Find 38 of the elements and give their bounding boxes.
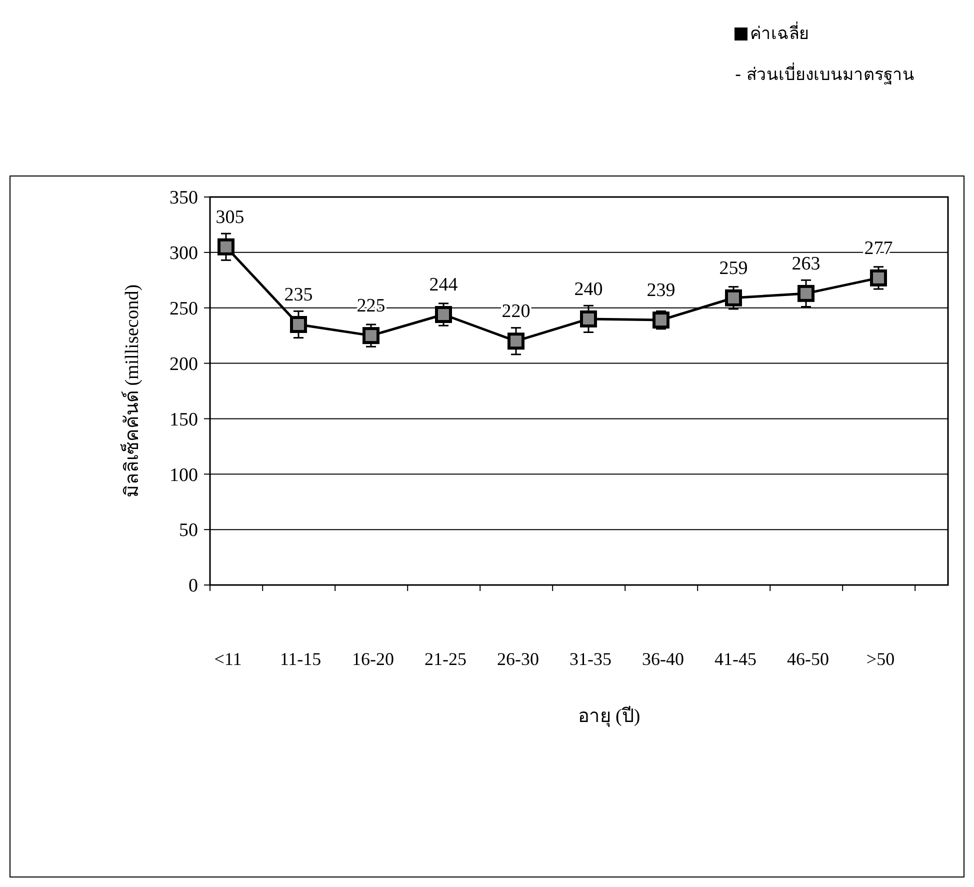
x-tick-label: 16-20 — [352, 649, 394, 669]
point — [218, 238, 234, 256]
data-label: 244 — [429, 274, 458, 296]
point — [725, 289, 742, 306]
y-tick-label: 150 — [170, 409, 198, 430]
x-tick-label: 36-40 — [642, 649, 684, 669]
text: - ส่วนเบี่ยงเบนมาตรฐาน — [735, 62, 915, 85]
x-tick-label: 26-30 — [497, 649, 539, 669]
y-tick-label: 0 — [188, 576, 198, 597]
x-tick-label: 11-15 — [280, 649, 322, 669]
point — [362, 327, 380, 344]
y-axis-title: มิลลิเซ็คคันด์ (millisecond) — [119, 284, 143, 498]
point — [435, 306, 452, 324]
x-tick-label: <11 — [214, 649, 242, 669]
point — [870, 269, 887, 286]
x-axis-title: อายุ (ปี) — [578, 705, 640, 728]
data-label: 263 — [792, 253, 820, 274]
data-label: 239 — [646, 280, 676, 302]
x-tick-label: 31-35 — [570, 649, 612, 669]
y-tick-label: 200 — [170, 354, 198, 375]
y-tick-label: 300 — [170, 243, 198, 264]
x-tick-label: 46-50 — [787, 649, 829, 669]
point — [798, 284, 814, 302]
point — [508, 332, 524, 350]
y-tick-label: 350 — [170, 188, 198, 209]
x-tick-label: >50 — [866, 649, 895, 669]
data-label: 259 — [719, 258, 748, 279]
y-tick-label: 50 — [179, 520, 198, 542]
y-tick-label: 100 — [170, 464, 198, 486]
point — [580, 310, 597, 328]
data-label: 305 — [216, 206, 244, 228]
data-label: 240 — [574, 278, 603, 300]
legend-label: ค่าเฉลี่ย — [750, 21, 809, 44]
data-label: 235 — [284, 284, 313, 306]
x-tick-label: 21-25 — [424, 649, 466, 669]
y-tick-label: 250 — [170, 298, 198, 320]
point — [290, 316, 307, 333]
x-tick-label: 41-45 — [714, 649, 756, 669]
